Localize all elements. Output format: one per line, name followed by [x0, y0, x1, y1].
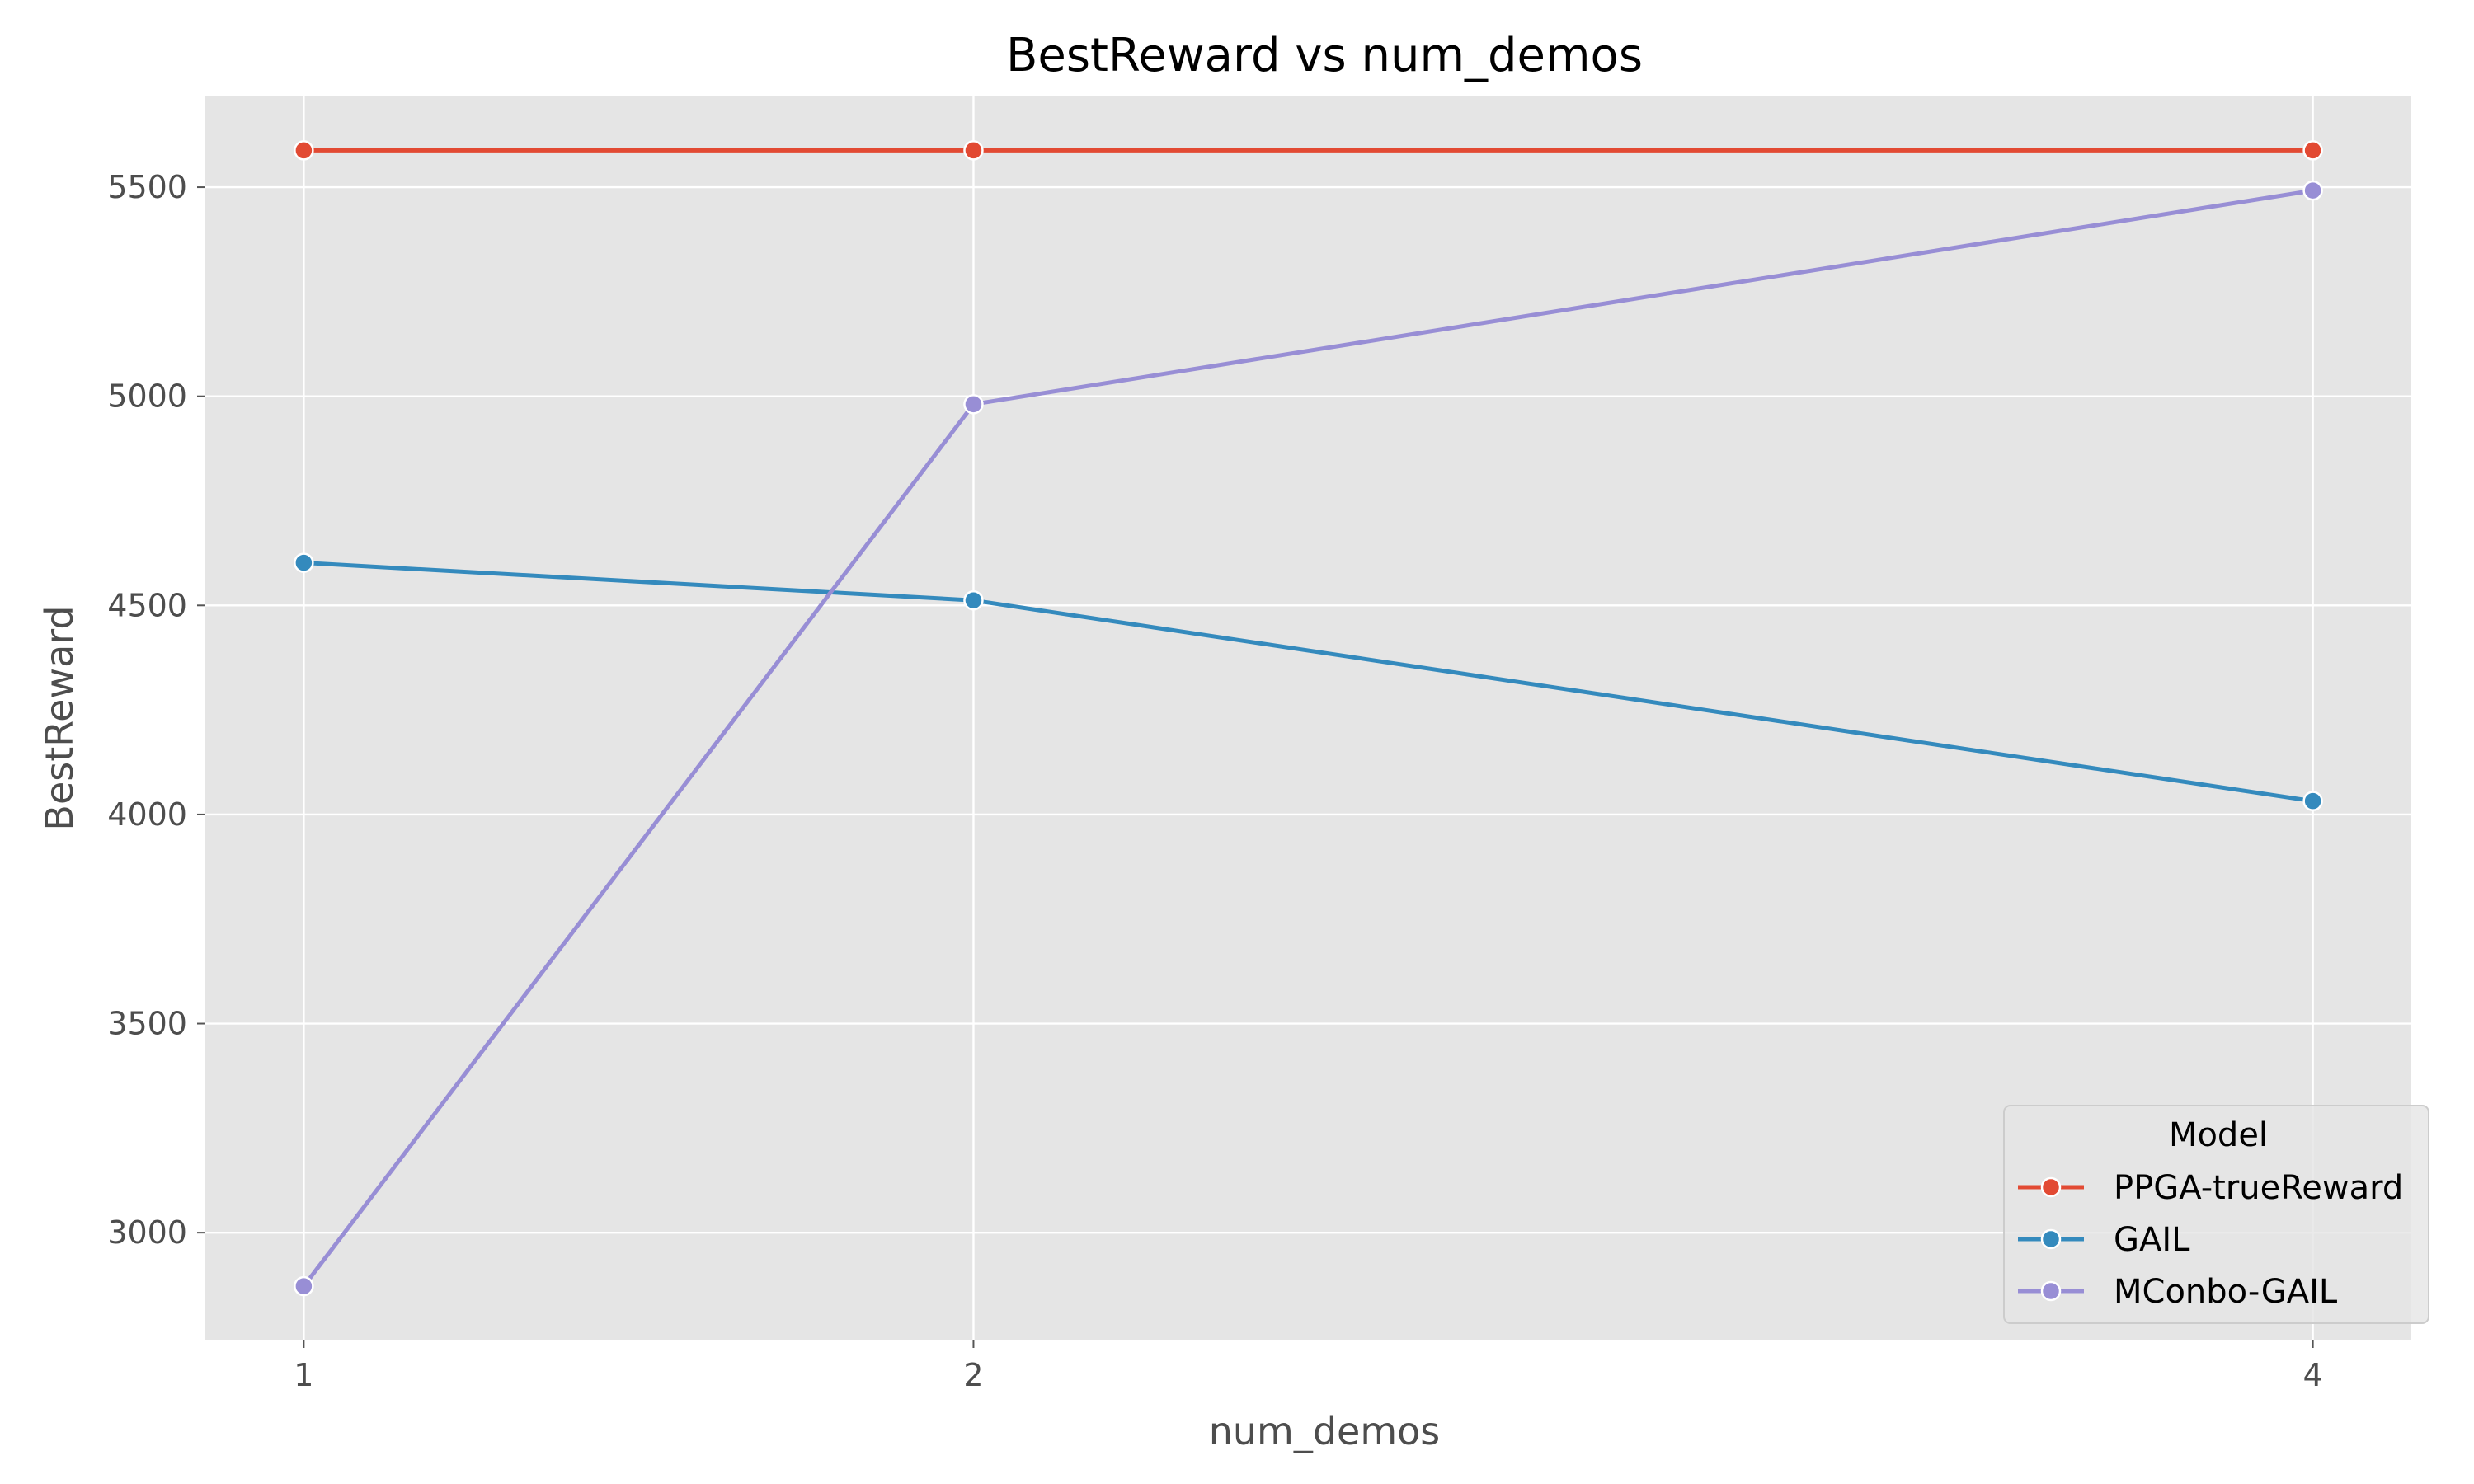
- series-points: [294, 140, 2323, 1297]
- grid: [205, 96, 2411, 1340]
- data-point: [963, 140, 984, 161]
- data-point: [294, 140, 314, 161]
- data-point: [2302, 140, 2323, 161]
- data-point: [294, 1275, 314, 1297]
- x-axis-ticks: 1 2 4: [294, 1340, 2323, 1393]
- y-tick-label: 5500: [107, 169, 187, 205]
- y-tick-label: 5000: [107, 378, 187, 415]
- y-axis-label: BestReward: [37, 605, 82, 830]
- legend-title: Model: [2169, 1116, 2268, 1154]
- y-tick-label: 3500: [107, 1006, 187, 1042]
- legend: Model PPGA-trueReward GAIL MConbo-GAIL: [2003, 1105, 2429, 1324]
- legend-marker: [2040, 1228, 2062, 1250]
- legend-marker: [2040, 1280, 2062, 1302]
- data-point: [963, 589, 984, 611]
- x-tick-label: 2: [963, 1357, 983, 1393]
- x-tick-label: 1: [294, 1357, 313, 1393]
- legend-box: [2003, 1105, 2429, 1324]
- x-axis-label: num_demos: [1209, 1409, 1441, 1453]
- data-point: [2302, 180, 2323, 201]
- y-tick-label: 3000: [107, 1214, 187, 1251]
- legend-items: PPGA-trueReward GAIL MConbo-GAIL: [2018, 1169, 2403, 1311]
- x-tick-label: 4: [2303, 1357, 2323, 1393]
- data-point: [963, 394, 984, 415]
- y-tick-label: 4500: [107, 587, 187, 623]
- legend-label: GAIL: [2114, 1221, 2190, 1259]
- legend-marker: [2040, 1176, 2062, 1198]
- y-axis-ticks: 3000 3500 4000 4500 5000 5500: [107, 169, 205, 1251]
- chart-title: BestReward vs num_demos: [1006, 29, 1643, 82]
- legend-label: PPGA-trueReward: [2114, 1169, 2403, 1207]
- y-tick-label: 4000: [107, 796, 187, 833]
- legend-label: MConbo-GAIL: [2114, 1273, 2338, 1311]
- data-point: [294, 552, 314, 573]
- data-point: [2302, 791, 2323, 811]
